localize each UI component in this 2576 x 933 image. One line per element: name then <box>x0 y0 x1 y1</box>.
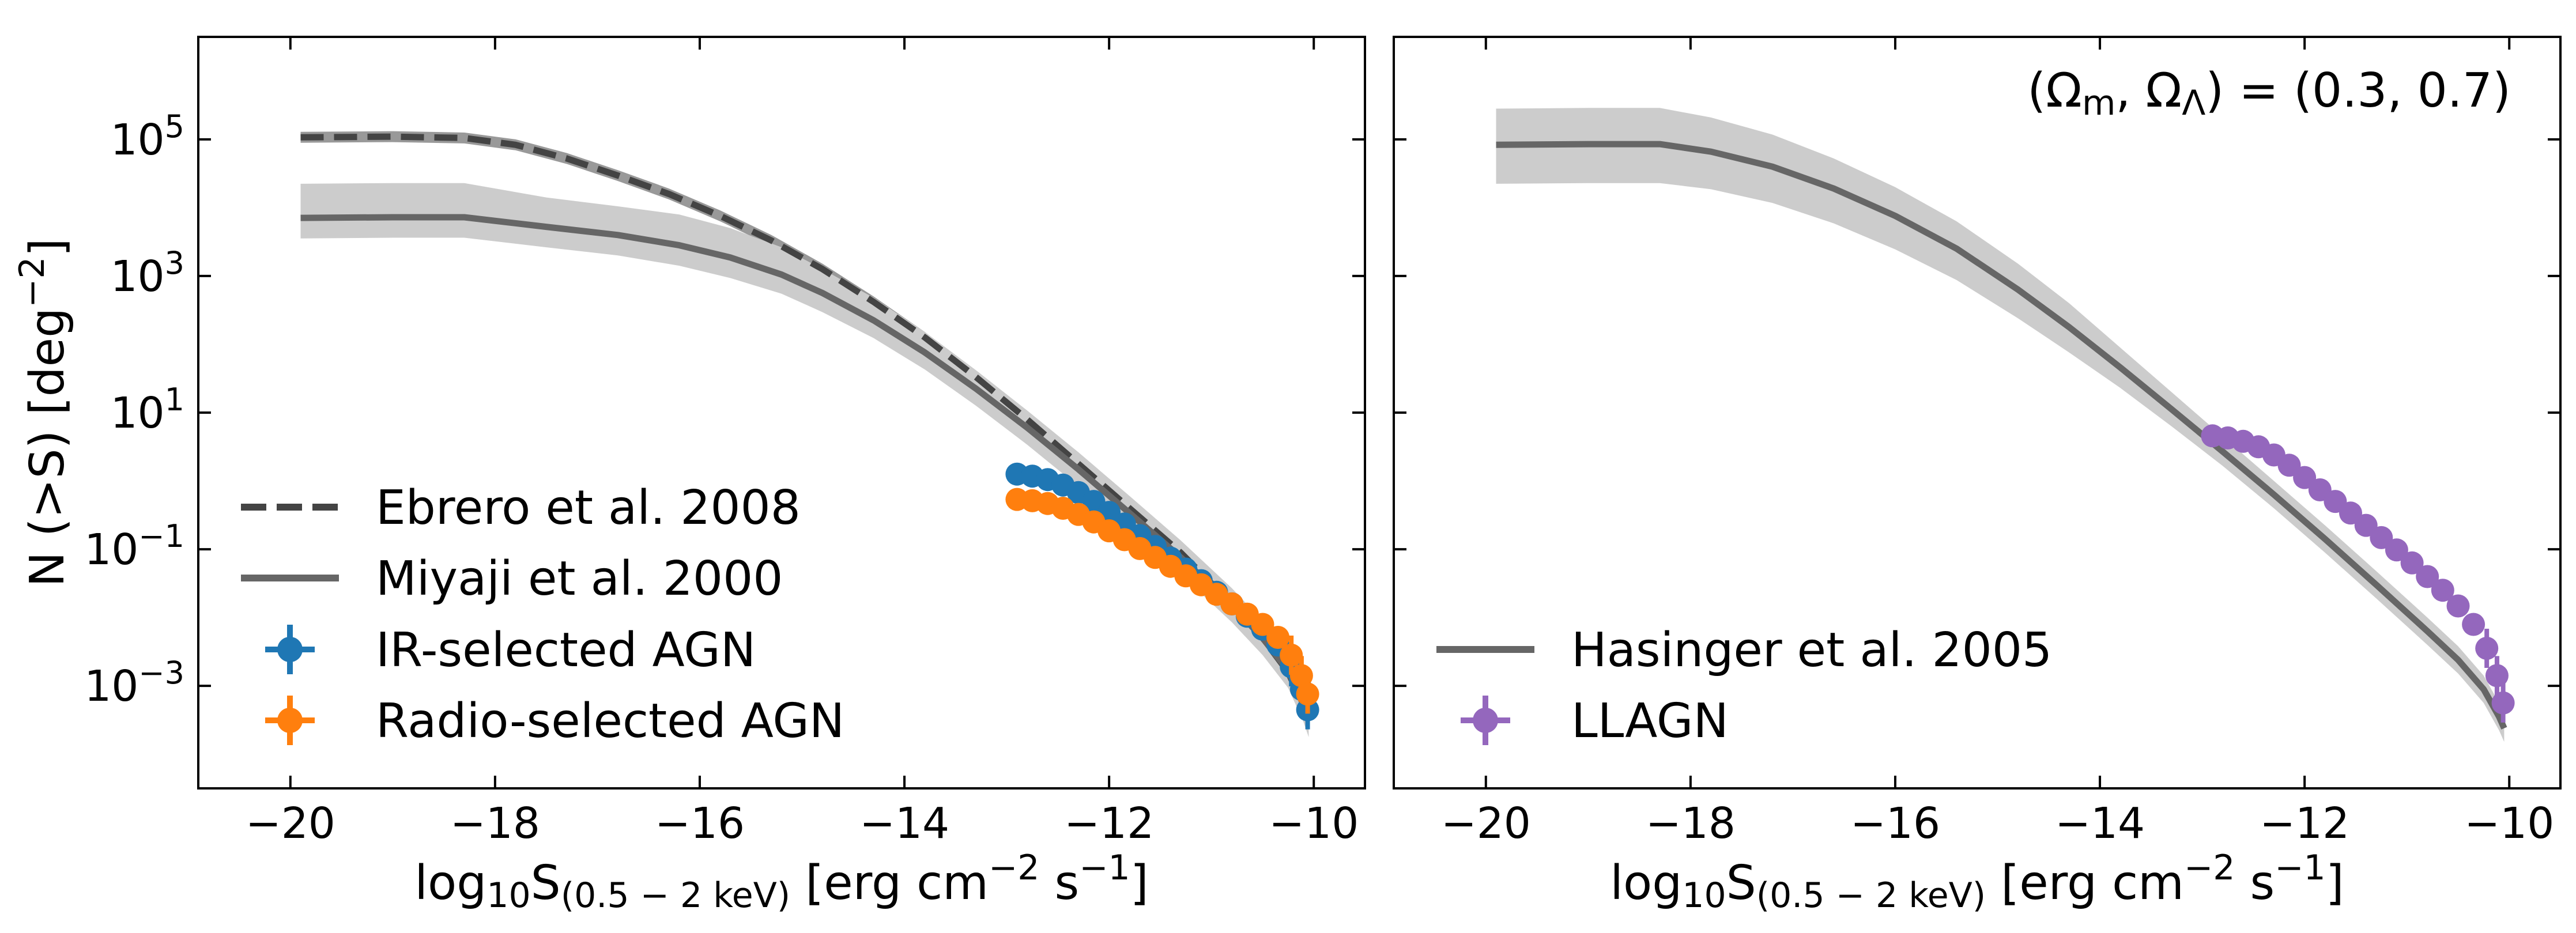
radio-selected-agn-point <box>1296 674 1319 714</box>
left-uncertainty-bands <box>300 131 1309 738</box>
left-ticks: −20 −18 −16 −14 −12 −10 105 103 101 10−1 10−3 <box>84 37 1365 848</box>
left-data-points <box>1005 462 1319 730</box>
llagn-point <box>2491 683 2515 723</box>
llagn-point <box>2277 454 2301 477</box>
llagn-point <box>2475 628 2499 668</box>
x-tick-label: −12 <box>1064 799 1154 848</box>
right-ticks: −20 −18 −16 −14 −12 −10 <box>1394 37 2560 848</box>
llagn-point <box>2293 466 2317 489</box>
legend-label-miyaji: Miyaji et al. 2000 <box>376 552 783 606</box>
left-legend: Ebrero et al. 2008 Miyaji et al. 2000 IR… <box>241 481 844 749</box>
legend-label-radio: Radio-selected AGN <box>376 694 844 749</box>
left-y-axis-title: N (>S) [deg−2] <box>12 238 75 587</box>
y-tick-label: 101 <box>110 381 184 438</box>
right-uncertainty-bands <box>1496 108 2505 742</box>
x-tick-label: −10 <box>1269 799 1359 848</box>
x-tick-label: −18 <box>1646 799 1736 848</box>
radio-selected-agn-point <box>1251 613 1274 636</box>
y-tick-label: 10−3 <box>84 655 184 711</box>
legend-swatch-ir <box>265 625 315 674</box>
left-axes-frame <box>197 36 1366 790</box>
llagn-point <box>2446 594 2470 618</box>
x-tick-label: −12 <box>2260 799 2349 848</box>
x-tick-label: −20 <box>246 799 335 848</box>
y-tick-label: 10−1 <box>84 518 184 575</box>
right-legend: Hasinger et al. 2005 LLAGN <box>1436 623 2052 749</box>
x-tick-label: −14 <box>859 799 949 848</box>
x-tick-label: −20 <box>1441 799 1531 848</box>
legend-label-llagn: LLAGN <box>1571 694 1729 749</box>
llagn-point <box>2431 579 2454 602</box>
radio-selected-agn-point <box>1280 635 1303 675</box>
right-panel: −20 −18 −16 −14 −12 −10 (Ωm, ΩΛ) = (0.3, 0.7)… <box>1393 36 2562 916</box>
hasinger-et-al-2005-line <box>1496 141 2507 730</box>
right-x-axis-title: log10S(0.5 − 2 keV) [erg cm−2 s−1] <box>1610 848 2344 916</box>
x-tick-label: −16 <box>655 799 745 848</box>
y-tick-label: 105 <box>110 108 184 165</box>
llagn-point <box>2339 501 2362 525</box>
x-tick-label: −10 <box>2464 799 2554 848</box>
right-model-lines <box>1496 141 2507 730</box>
right-axes-frame <box>1393 36 2562 790</box>
ebrero-et-al-2008-line <box>300 133 1312 722</box>
llagn-point <box>2370 526 2393 549</box>
legend-swatch-llagn <box>1461 696 1510 745</box>
miyaji-et-al-2000-band <box>300 183 1309 738</box>
llagn-point <box>2354 513 2378 537</box>
llagn-point <box>2485 656 2509 696</box>
llagn-point <box>2385 538 2408 562</box>
left-panel: −20 −18 −16 −14 −12 −10 105 103 101 10−1 10−3 Ebre… <box>12 36 1366 916</box>
legend-label-ebrero: Ebrero et al. 2008 <box>376 481 801 535</box>
legend-label-ir: IR-selected AGN <box>376 623 756 678</box>
radio-selected-agn-point <box>1266 626 1290 649</box>
x-tick-label: −18 <box>450 799 540 848</box>
legend-swatch-radio <box>265 696 315 745</box>
x-tick-label: −14 <box>2055 799 2145 848</box>
y-tick-label: 103 <box>110 245 184 301</box>
cosmology-annotation: (Ωm, ΩΛ) = (0.3, 0.7) <box>2027 63 2511 123</box>
llagn-point <box>2416 565 2439 588</box>
llagn-point <box>2400 551 2424 575</box>
right-data-points <box>2201 424 2515 723</box>
x-tick-label: −16 <box>1850 799 1940 848</box>
llagn-point <box>2462 613 2486 636</box>
left-x-axis-title: log10S(0.5 − 2 keV) [erg cm−2 s−1] <box>414 848 1148 916</box>
hasinger-et-al-2005-band <box>1496 108 2505 742</box>
legend-label-hasinger: Hasinger et al. 2005 <box>1571 623 2052 678</box>
